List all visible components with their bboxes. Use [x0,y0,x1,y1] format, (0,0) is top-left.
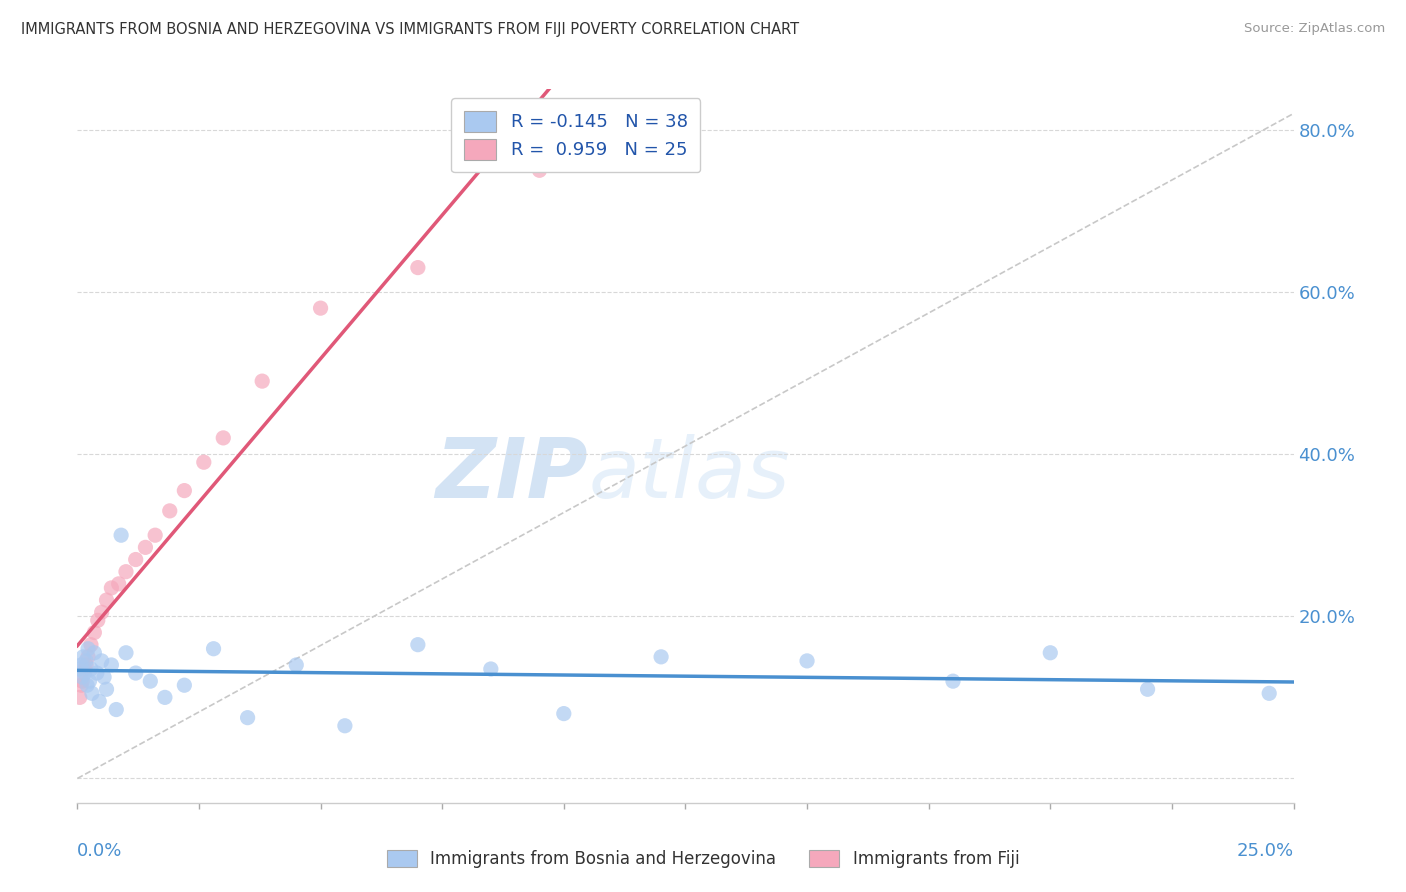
Point [70,670,93,684]
Point [143,528,166,542]
Text: ZIP: ZIP [436,434,588,515]
Point [134,541,156,555]
Point [70,657,93,672]
Point [83,646,105,660]
Point [173,483,195,498]
Point [73,666,96,681]
Point [153,690,176,705]
Point [309,301,332,315]
Point [125,666,148,681]
Text: 25.0%: 25.0% [1236,842,1294,860]
Point [70,678,93,692]
Point [159,504,181,518]
Point [87,613,110,627]
Point [83,625,105,640]
Point [250,374,273,388]
Point [942,674,965,689]
Point [93,670,115,684]
Point [69,662,91,676]
Legend: Immigrants from Bosnia and Herzegovina, Immigrants from Fiji: Immigrants from Bosnia and Herzegovina, … [380,843,1026,875]
Point [76,678,98,692]
Point [125,552,148,566]
Point [96,682,118,697]
Point [80,638,103,652]
Point [90,654,112,668]
Point [553,706,575,721]
Point [406,638,429,652]
Point [96,593,118,607]
Point [77,641,100,656]
Point [110,528,132,542]
Point [173,678,195,692]
Point [212,431,235,445]
Point [193,455,215,469]
Point [139,674,162,689]
Point [202,641,225,656]
Text: IMMIGRANTS FROM BOSNIA AND HERZEGOVINA VS IMMIGRANTS FROM FIJI POVERTY CORRELATI: IMMIGRANTS FROM BOSNIA AND HERZEGOVINA V… [21,22,799,37]
Text: Source: ZipAtlas.com: Source: ZipAtlas.com [1244,22,1385,36]
Point [80,662,103,676]
Point [86,666,108,681]
Point [1258,686,1281,700]
Point [1039,646,1062,660]
Text: 0.0%: 0.0% [77,842,122,860]
Point [285,657,308,672]
Point [89,694,111,708]
Point [650,649,672,664]
Point [333,719,356,733]
Point [75,657,97,672]
Point [529,163,551,178]
Point [406,260,429,275]
Point [100,657,122,672]
Point [107,577,129,591]
Point [115,565,138,579]
Text: atlas: atlas [588,434,790,515]
Point [73,662,96,676]
Point [69,690,91,705]
Point [105,702,128,716]
Point [75,654,97,668]
Point [115,646,138,660]
Point [80,686,103,700]
Point [236,711,259,725]
Point [90,605,112,619]
Point [100,581,122,595]
Point [70,674,93,689]
Point [479,662,502,676]
Point [796,654,818,668]
Point [79,674,101,689]
Legend: R = -0.145   N = 38, R =  0.959   N = 25: R = -0.145 N = 38, R = 0.959 N = 25 [451,98,700,172]
Point [72,649,94,664]
Point [1136,682,1159,697]
Point [77,649,100,664]
